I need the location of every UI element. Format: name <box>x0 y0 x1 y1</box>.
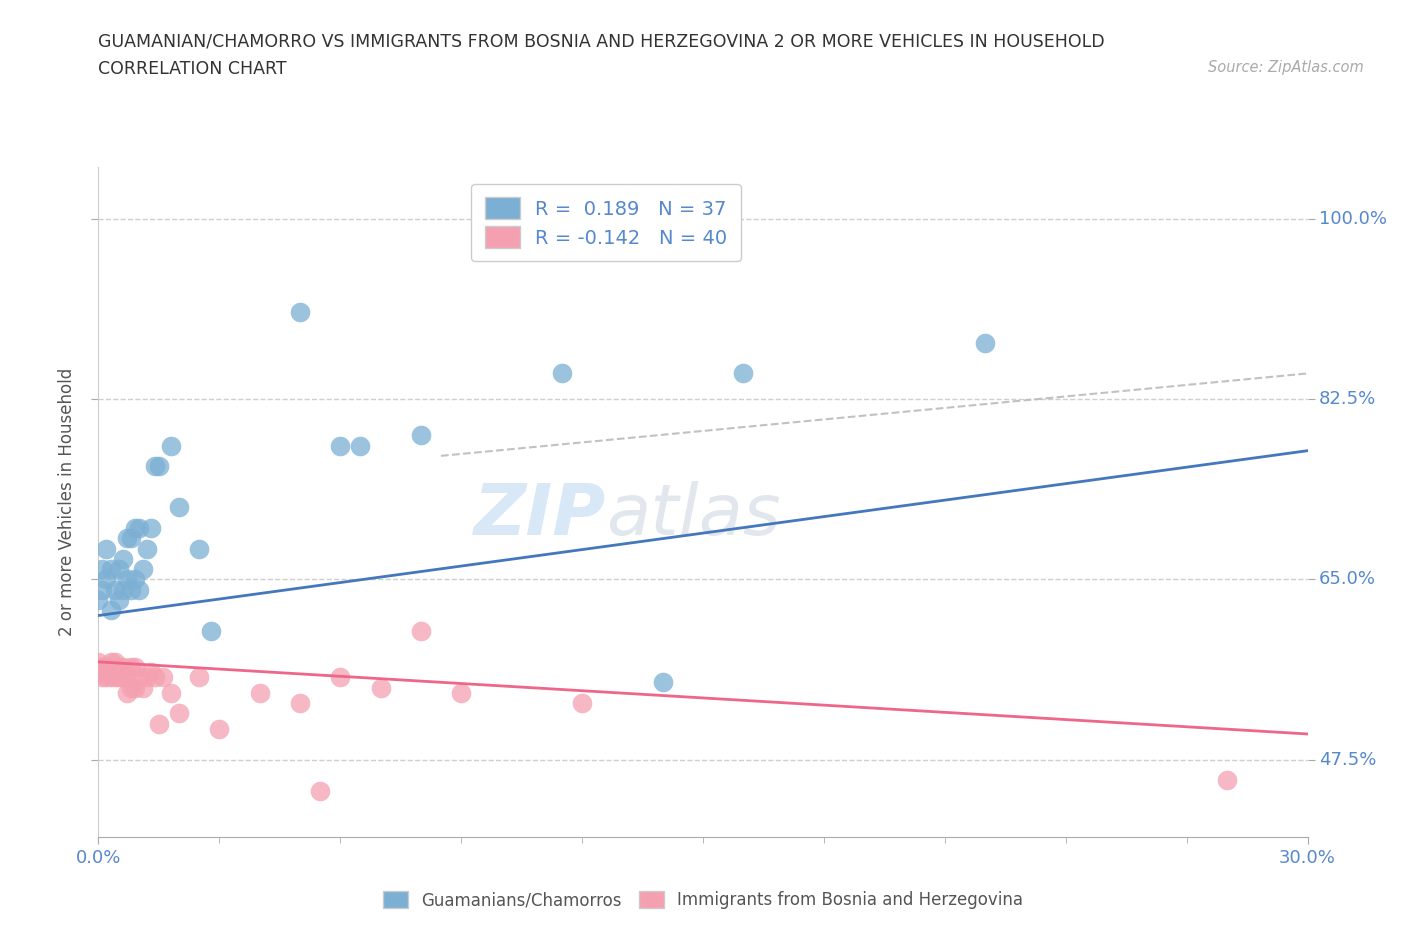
Text: 100.0%: 100.0% <box>1319 210 1386 228</box>
Point <box>450 685 472 700</box>
Text: GUAMANIAN/CHAMORRO VS IMMIGRANTS FROM BOSNIA AND HERZEGOVINA 2 OR MORE VEHICLES : GUAMANIAN/CHAMORRO VS IMMIGRANTS FROM BO… <box>98 33 1105 50</box>
Point <box>329 438 352 453</box>
Point <box>551 366 574 381</box>
Point <box>167 500 190 515</box>
Point <box>124 521 146 536</box>
Point <box>111 670 134 684</box>
Point <box>974 335 997 350</box>
Point <box>309 783 332 798</box>
Point <box>96 541 118 556</box>
Point <box>409 428 432 443</box>
Point <box>107 592 129 607</box>
Point <box>128 582 150 597</box>
Point <box>143 670 166 684</box>
Point <box>249 685 271 700</box>
Point <box>124 572 146 587</box>
Point <box>329 670 352 684</box>
Point <box>120 531 142 546</box>
Point <box>132 562 155 577</box>
Point <box>139 665 162 680</box>
Point <box>370 680 392 695</box>
Text: ZIP: ZIP <box>474 481 606 550</box>
Point <box>100 603 122 618</box>
Text: 47.5%: 47.5% <box>1319 751 1376 769</box>
Point <box>100 670 122 684</box>
Point <box>160 438 183 453</box>
Point <box>115 670 138 684</box>
Point <box>135 541 157 556</box>
Text: 82.5%: 82.5% <box>1319 391 1376 408</box>
Point <box>115 572 138 587</box>
Point <box>91 582 114 597</box>
Text: CORRELATION CHART: CORRELATION CHART <box>98 60 287 78</box>
Text: Source: ZipAtlas.com: Source: ZipAtlas.com <box>1208 60 1364 75</box>
Point <box>111 659 134 674</box>
Point <box>120 659 142 674</box>
Point <box>208 722 231 737</box>
Point <box>107 659 129 674</box>
Point <box>96 659 118 674</box>
Point <box>160 685 183 700</box>
Point <box>120 582 142 597</box>
Point <box>115 531 138 546</box>
Point <box>148 716 170 731</box>
Point <box>188 541 211 556</box>
Point <box>111 582 134 597</box>
Point <box>107 670 129 684</box>
Point <box>733 366 755 381</box>
Point <box>288 304 311 319</box>
Point <box>1216 773 1239 788</box>
Point <box>100 562 122 577</box>
Point <box>87 592 110 607</box>
Point <box>349 438 371 453</box>
Point <box>100 655 122 670</box>
Point <box>128 670 150 684</box>
Point <box>128 521 150 536</box>
Point <box>135 670 157 684</box>
Text: atlas: atlas <box>606 481 780 550</box>
Point <box>120 680 142 695</box>
Point <box>571 696 593 711</box>
Point <box>167 706 190 721</box>
Point <box>143 458 166 473</box>
Point <box>132 680 155 695</box>
Point <box>91 562 114 577</box>
Point <box>115 685 138 700</box>
Point <box>91 670 114 684</box>
Point <box>107 562 129 577</box>
Point <box>103 655 125 670</box>
Legend: Guamanians/Chamorros, Immigrants from Bosnia and Herzegovina: Guamanians/Chamorros, Immigrants from Bo… <box>377 884 1029 916</box>
Text: 65.0%: 65.0% <box>1319 570 1375 589</box>
Point <box>200 623 222 638</box>
Point <box>188 670 211 684</box>
Point <box>124 659 146 674</box>
Point <box>111 551 134 566</box>
Point <box>103 582 125 597</box>
Point <box>96 670 118 684</box>
Point <box>409 623 432 638</box>
Point <box>87 665 110 680</box>
Point <box>288 696 311 711</box>
Point <box>124 680 146 695</box>
Point <box>139 521 162 536</box>
Point <box>152 670 174 684</box>
Point <box>651 675 673 690</box>
Point <box>87 655 110 670</box>
Point <box>103 670 125 684</box>
Point <box>96 572 118 587</box>
Point <box>148 458 170 473</box>
Y-axis label: 2 or more Vehicles in Household: 2 or more Vehicles in Household <box>58 368 76 636</box>
Point <box>91 659 114 674</box>
